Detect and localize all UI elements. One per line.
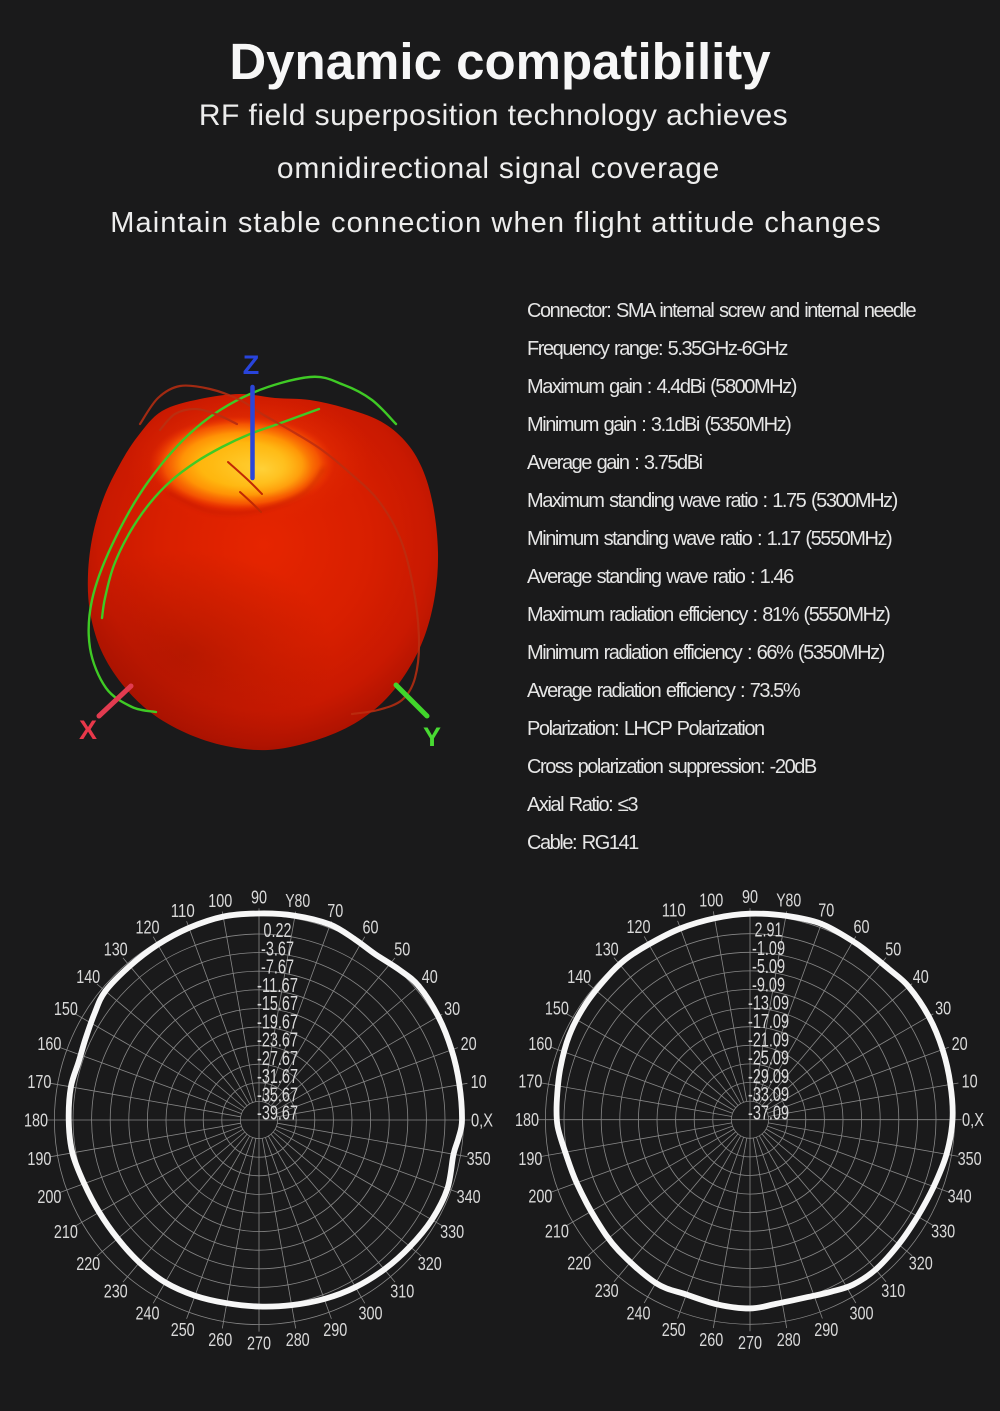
svg-text:200: 200 xyxy=(37,1186,61,1207)
svg-text:270: 270 xyxy=(738,1332,762,1353)
svg-text:Z: Z xyxy=(243,350,260,380)
svg-text:140: 140 xyxy=(567,966,591,987)
svg-text:90: 90 xyxy=(742,886,758,907)
svg-text:-17.09: -17.09 xyxy=(748,1011,789,1033)
svg-text:280: 280 xyxy=(286,1329,310,1350)
svg-text:-25.09: -25.09 xyxy=(748,1048,789,1070)
svg-text:10: 10 xyxy=(962,1071,978,1092)
svg-text:270: 270 xyxy=(247,1333,271,1354)
svg-text:20: 20 xyxy=(952,1033,968,1054)
svg-text:240: 240 xyxy=(627,1302,651,1323)
svg-text:160: 160 xyxy=(37,1033,61,1054)
svg-text:-39.67: -39.67 xyxy=(257,1103,298,1125)
svg-text:340: 340 xyxy=(457,1186,481,1207)
svg-text:300: 300 xyxy=(850,1302,874,1323)
svg-text:120: 120 xyxy=(627,916,651,937)
svg-text:-35.67: -35.67 xyxy=(257,1084,298,1106)
svg-text:-13.09: -13.09 xyxy=(748,993,789,1015)
svg-text:0.22: 0.22 xyxy=(264,920,292,942)
svg-text:210: 210 xyxy=(54,1221,78,1242)
svg-text:-9.09: -9.09 xyxy=(752,975,785,997)
svg-text:-19.67: -19.67 xyxy=(257,1011,298,1033)
svg-text:170: 170 xyxy=(518,1071,542,1092)
svg-text:260: 260 xyxy=(699,1329,723,1350)
svg-text:40: 40 xyxy=(422,966,438,987)
svg-text:340: 340 xyxy=(948,1186,972,1207)
svg-text:260: 260 xyxy=(208,1329,232,1350)
svg-text:280: 280 xyxy=(777,1329,801,1350)
svg-text:160: 160 xyxy=(528,1033,552,1054)
svg-text:250: 250 xyxy=(171,1319,195,1340)
svg-text:-37.09: -37.09 xyxy=(748,1102,789,1124)
svg-text:290: 290 xyxy=(323,1319,347,1340)
svg-text:180: 180 xyxy=(515,1109,539,1130)
svg-text:100: 100 xyxy=(699,890,723,911)
svg-text:0,X: 0,X xyxy=(471,1110,493,1131)
svg-text:Y80: Y80 xyxy=(776,890,801,911)
svg-text:-3.67: -3.67 xyxy=(261,938,294,960)
svg-text:-7.67: -7.67 xyxy=(261,957,294,979)
svg-text:-29.09: -29.09 xyxy=(748,1066,789,1088)
svg-text:110: 110 xyxy=(662,900,686,921)
svg-text:320: 320 xyxy=(418,1253,442,1274)
svg-text:190: 190 xyxy=(518,1148,542,1169)
svg-text:350: 350 xyxy=(958,1148,982,1169)
svg-text:300: 300 xyxy=(359,1303,383,1324)
svg-text:100: 100 xyxy=(208,890,232,911)
svg-text:200: 200 xyxy=(528,1186,552,1207)
svg-text:220: 220 xyxy=(76,1253,100,1274)
svg-text:30: 30 xyxy=(444,998,460,1019)
svg-text:150: 150 xyxy=(54,998,78,1019)
svg-text:330: 330 xyxy=(440,1221,464,1242)
svg-text:310: 310 xyxy=(390,1280,414,1301)
svg-text:10: 10 xyxy=(471,1071,487,1092)
svg-text:0,X: 0,X xyxy=(962,1109,984,1130)
svg-text:60: 60 xyxy=(854,916,870,937)
svg-text:70: 70 xyxy=(327,900,343,921)
svg-text:30: 30 xyxy=(935,998,951,1019)
svg-text:330: 330 xyxy=(931,1221,955,1242)
svg-text:240: 240 xyxy=(136,1303,160,1324)
svg-text:-11.67: -11.67 xyxy=(257,975,298,997)
svg-text:60: 60 xyxy=(363,916,379,937)
svg-text:2.91: 2.91 xyxy=(755,920,783,942)
svg-text:90: 90 xyxy=(251,887,267,908)
svg-text:-21.09: -21.09 xyxy=(748,1029,789,1051)
svg-text:50: 50 xyxy=(394,939,410,960)
svg-text:-33.09: -33.09 xyxy=(748,1084,789,1106)
svg-text:310: 310 xyxy=(881,1280,905,1301)
svg-text:110: 110 xyxy=(171,900,195,921)
svg-text:170: 170 xyxy=(27,1071,51,1092)
svg-text:-5.09: -5.09 xyxy=(752,956,785,978)
svg-text:230: 230 xyxy=(595,1280,619,1301)
svg-text:X: X xyxy=(79,715,97,745)
svg-text:130: 130 xyxy=(104,939,128,960)
svg-text:-15.67: -15.67 xyxy=(257,993,298,1015)
svg-text:50: 50 xyxy=(885,938,901,959)
svg-text:210: 210 xyxy=(545,1221,569,1242)
svg-text:290: 290 xyxy=(814,1319,838,1340)
svg-text:20: 20 xyxy=(461,1033,477,1054)
svg-text:130: 130 xyxy=(595,938,619,959)
svg-text:350: 350 xyxy=(467,1148,491,1169)
svg-text:Y: Y xyxy=(423,722,441,752)
svg-text:140: 140 xyxy=(76,966,100,987)
svg-text:-31.67: -31.67 xyxy=(257,1066,298,1088)
svg-text:320: 320 xyxy=(909,1253,933,1274)
svg-text:230: 230 xyxy=(104,1280,128,1301)
svg-text:250: 250 xyxy=(662,1319,686,1340)
svg-text:-27.67: -27.67 xyxy=(257,1048,298,1070)
svg-text:190: 190 xyxy=(27,1148,51,1169)
svg-text:70: 70 xyxy=(818,900,834,921)
svg-text:150: 150 xyxy=(545,998,569,1019)
svg-text:180: 180 xyxy=(24,1110,48,1131)
svg-text:Y80: Y80 xyxy=(285,890,310,911)
svg-text:-23.67: -23.67 xyxy=(257,1030,298,1052)
svg-text:120: 120 xyxy=(136,916,160,937)
svg-text:-1.09: -1.09 xyxy=(752,938,785,960)
svg-text:220: 220 xyxy=(567,1253,591,1274)
svg-text:40: 40 xyxy=(913,966,929,987)
